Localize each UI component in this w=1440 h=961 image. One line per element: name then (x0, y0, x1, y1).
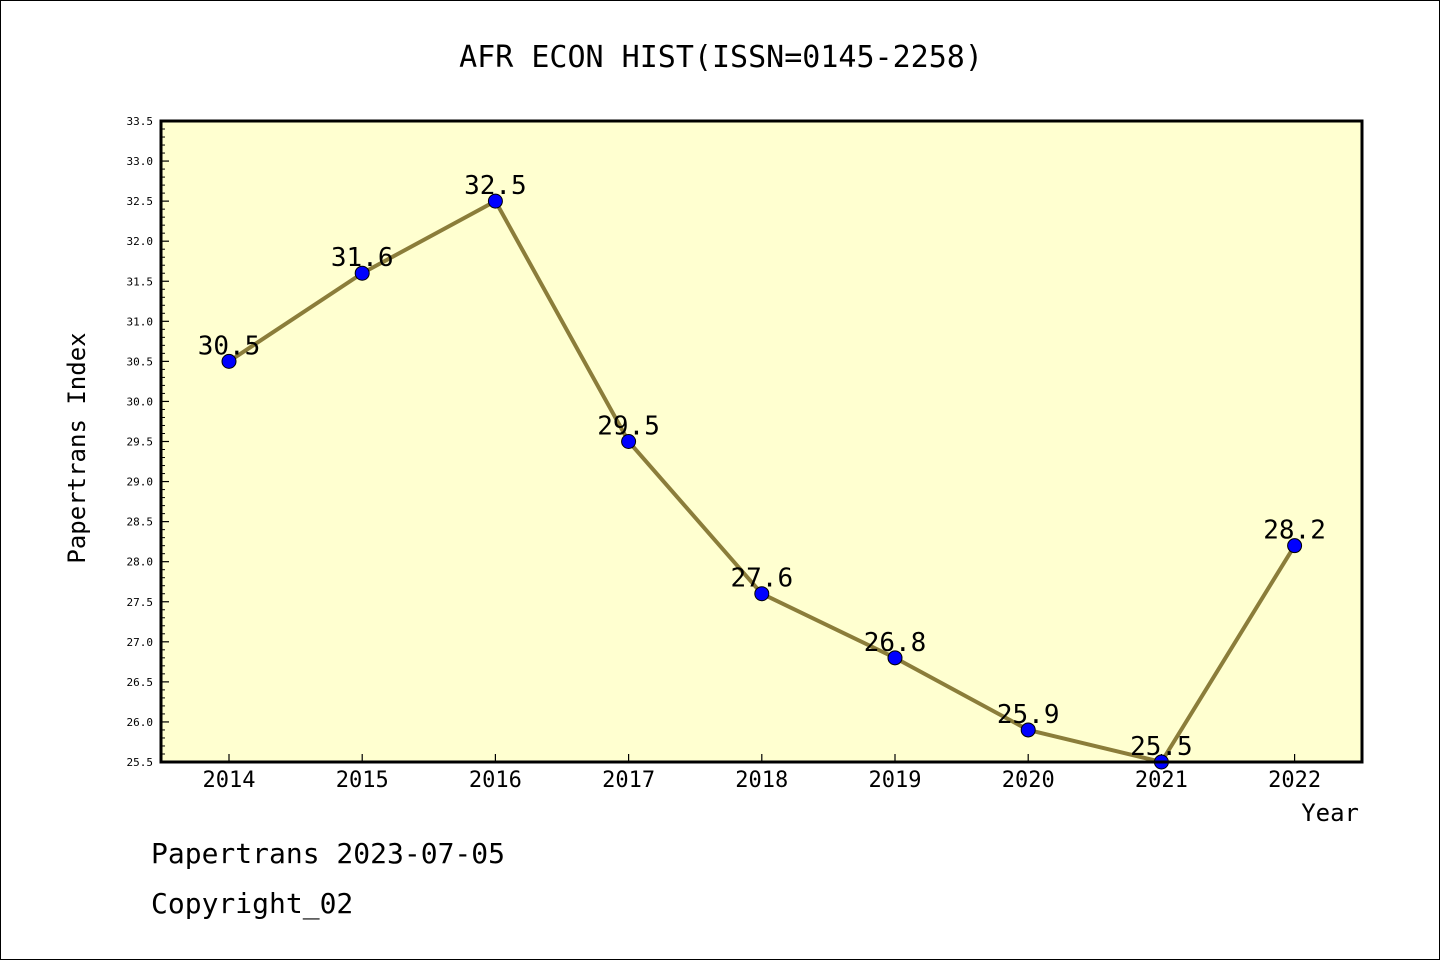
data-label: 27.6 (730, 564, 793, 594)
y-tick-label: 25.5 (127, 756, 154, 769)
y-tick-label: 30.0 (127, 395, 154, 408)
data-point (221, 353, 237, 369)
y-tick-label: 29.0 (127, 476, 154, 489)
y-tick-label: 32.5 (127, 195, 154, 208)
plot-area (161, 121, 1362, 762)
y-tick-label: 28.5 (127, 516, 154, 529)
y-tick-label: 30.5 (127, 355, 154, 368)
data-point (887, 650, 903, 666)
x-tick-label: 2017 (602, 768, 655, 793)
y-tick-label: 31.5 (127, 275, 154, 288)
footer-date: Papertrans 2023-07-05 (151, 837, 506, 870)
data-point (754, 586, 770, 602)
data-label: 30.5 (198, 331, 261, 361)
x-tick-label: 2021 (1135, 768, 1188, 793)
x-tick-label: 2022 (1268, 768, 1321, 793)
y-tick-label: 26.0 (127, 716, 154, 729)
y-tick-label: 29.5 (127, 436, 154, 449)
y-tick-label: 27.0 (127, 636, 154, 649)
footer-copyright: Copyright_02 (151, 887, 354, 920)
plot-border (159, 119, 1364, 764)
data-label: 29.5 (597, 412, 660, 442)
data-label: 26.8 (864, 628, 927, 658)
data-label: 25.9 (997, 700, 1060, 730)
y-tick-label: 27.5 (127, 596, 154, 609)
x-axis-title: Year (1301, 799, 1359, 827)
data-label: 31.6 (331, 243, 394, 273)
data-point (621, 434, 637, 449)
x-tick-labels: 2014 2015 2016 2017 2018 2019 2020 2021 2022 (203, 768, 1322, 793)
data-label: 25.5 (1130, 732, 1193, 762)
data-label: 32.5 (464, 171, 527, 201)
data-point (1020, 722, 1036, 738)
chart-title: AFR ECON HIST(ISSN=0145-2258) (459, 40, 983, 75)
data-point (1287, 538, 1303, 554)
y-tick-label: 33.0 (127, 155, 154, 168)
y-tick-label: 33.5 (127, 115, 154, 128)
y-tick-labels: 25.5 26.0 26.5 27.0 27.5 28.0 28.5 29.0 29.5 30.0… (127, 115, 154, 769)
x-tick-label: 2020 (1002, 768, 1055, 793)
x-tick-label: 2019 (869, 768, 922, 793)
data-label: 28.2 (1263, 516, 1326, 546)
x-tick-label: 2018 (735, 768, 788, 793)
series-group (221, 193, 1303, 770)
x-tick-label: 2015 (336, 768, 389, 793)
x-tick-label: 2016 (469, 768, 522, 793)
data-point (487, 193, 503, 209)
data-point (354, 265, 370, 281)
y-axis-title: Papertrans Index (63, 332, 91, 563)
y-tick-label: 28.0 (127, 556, 154, 569)
y-tick-label: 32.0 (127, 235, 154, 248)
y-tick-label: 31.0 (127, 315, 154, 328)
y-tick-label: 26.5 (127, 676, 154, 689)
data-labels: 30.5 31.6 32.5 29.5 27.6 26.8 25.9 25.5 28.2 (198, 171, 1326, 762)
x-tick-label: 2014 (203, 768, 256, 793)
